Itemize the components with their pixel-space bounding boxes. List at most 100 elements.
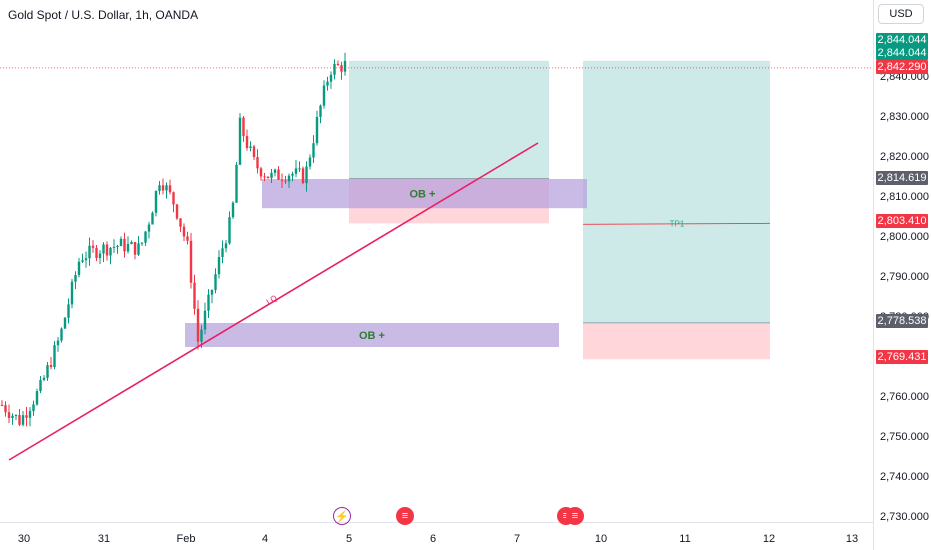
loss-zone — [583, 322, 770, 360]
candle-body — [301, 168, 305, 184]
candle-body — [102, 244, 105, 254]
candle-body — [270, 172, 273, 179]
candle-body — [7, 412, 11, 418]
candle-body — [193, 282, 196, 309]
candle-body — [91, 245, 95, 248]
us-flag-icon[interactable]: ≡ — [396, 507, 414, 525]
time-tick-label: 30 — [17, 533, 31, 545]
candle-body — [81, 260, 84, 262]
candle-body — [298, 168, 301, 170]
annotation-zones: TP1 OB + OB + — [185, 60, 771, 360]
price-tick-label: 2,820.000 — [880, 151, 929, 163]
flash-event-icon[interactable]: ⚡ — [333, 507, 351, 525]
candle-body — [95, 247, 98, 259]
price-tick-label: 2,790.000 — [880, 271, 929, 283]
candle-body — [186, 236, 189, 241]
price-tick-label: 2,810.000 — [880, 191, 929, 203]
candle-body — [182, 226, 186, 237]
trendline — [8, 142, 539, 461]
candle-body — [11, 415, 14, 418]
order-block-zone — [185, 323, 559, 347]
candle-body — [308, 157, 312, 167]
candle-body — [238, 117, 242, 165]
candle-body — [179, 218, 182, 227]
candle-body — [231, 202, 235, 218]
candle-body — [280, 179, 284, 181]
time-tick-label: 13 — [845, 533, 859, 545]
us-flag-icon[interactable]: ≡ — [566, 507, 584, 525]
trendline-label: LQ — [265, 293, 279, 306]
candle-body — [259, 168, 263, 177]
price-badge: 2,778.538 — [876, 314, 928, 328]
price-tick-label: 2,740.000 — [880, 471, 929, 483]
candle-body — [147, 224, 151, 232]
candle-body — [224, 243, 228, 249]
price-badge: 2,814.619 — [876, 171, 928, 185]
candle-body — [165, 185, 168, 191]
candle-body — [196, 308, 200, 342]
candle-body — [151, 212, 154, 225]
candle-body — [305, 166, 308, 184]
candle-body — [74, 275, 77, 282]
price-badge: 2,769.431 — [876, 350, 928, 364]
candle-body — [35, 391, 39, 405]
order-block-label: OB + — [410, 189, 436, 201]
candle-body — [158, 185, 161, 192]
currency-selector[interactable]: USD — [878, 4, 924, 24]
candle-body — [133, 242, 137, 255]
candle-body — [140, 242, 144, 244]
candle-body — [25, 415, 28, 418]
price-tick-label: 2,800.000 — [880, 231, 929, 243]
candle-body — [329, 74, 333, 82]
candle-body — [333, 63, 336, 75]
candle-body — [130, 242, 133, 245]
time-tick-label: 4 — [261, 533, 269, 545]
candle-body — [277, 169, 280, 180]
candle-body — [214, 274, 217, 290]
price-tick-label: 2,760.000 — [880, 391, 929, 403]
candle-body — [249, 146, 252, 148]
candle-body — [42, 377, 46, 380]
price-badge: 2,842.290 — [876, 60, 928, 74]
candle-body — [252, 146, 256, 158]
candle-body — [32, 404, 35, 412]
candle-body — [200, 329, 203, 342]
candle-body — [326, 81, 329, 86]
candles — [0, 52, 347, 427]
candle-body — [343, 60, 347, 72]
candle-body — [235, 164, 238, 203]
candle-body — [126, 244, 130, 252]
candle-body — [266, 176, 270, 179]
price-tick-label: 2,830.000 — [880, 111, 929, 123]
time-tick-label: 10 — [594, 533, 608, 545]
candle-body — [319, 105, 322, 117]
candle-body — [21, 415, 25, 425]
profit-zone — [583, 60, 770, 323]
candle-body — [116, 245, 119, 247]
time-tick-label: 11 — [679, 533, 691, 545]
order-block-zone — [262, 179, 587, 209]
price-badge: 2,803.410 — [876, 214, 928, 228]
candle-body — [119, 238, 123, 246]
price-tick-label: 2,840.000 — [880, 71, 929, 83]
candle-body — [46, 365, 49, 378]
candle-body — [56, 340, 60, 346]
time-axis-divider — [0, 522, 873, 523]
candle-body — [175, 204, 179, 219]
time-tick-label: 6 — [429, 533, 437, 545]
chart-title: Gold Spot / U.S. Dollar, 1h, OANDA — [8, 8, 199, 22]
time-tick-label: 5 — [345, 533, 353, 545]
time-tick-label: Feb — [176, 533, 196, 545]
price-tick-label: 2,730.000 — [880, 511, 929, 523]
candle-body — [49, 365, 53, 368]
candle-body — [189, 240, 193, 283]
candle-body — [18, 414, 21, 425]
candle-body — [112, 246, 116, 248]
candle-body — [4, 405, 7, 413]
profit-zone — [349, 60, 549, 179]
price-tick-label: 2,750.000 — [880, 431, 929, 443]
candle-body — [322, 85, 326, 106]
candle-body — [172, 192, 175, 205]
candle-body — [60, 328, 63, 341]
